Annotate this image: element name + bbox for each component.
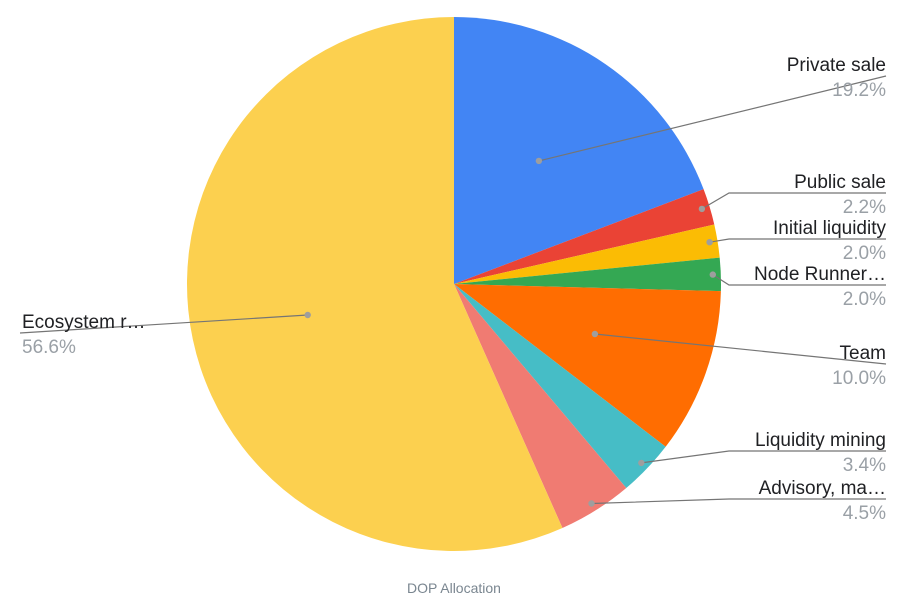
- slice-label-initial-liquidity: Initial liquidity: [773, 218, 886, 239]
- leader-line-node-runner: [712, 274, 886, 286]
- leader-dot-ecosystem-r: [304, 311, 311, 319]
- slice-label-private-sale: Private sale: [787, 55, 886, 76]
- leader-line-advisory-ma: [591, 498, 886, 505]
- leader-line-liquidity-mining: [641, 450, 886, 464]
- slice-team: [454, 284, 721, 447]
- slice-value-initial-liquidity: 2.0%: [843, 243, 886, 264]
- slice-ecosystem-r: [186, 17, 563, 552]
- slice-labels: Private sale 19.2% Public sale 2.2%Initial …: [19, 55, 887, 524]
- slice-advisory-ma: [454, 284, 627, 528]
- slice-label-node-runner: Node Runner…: [754, 264, 886, 285]
- leader-line-ecosystem-r: [19, 314, 308, 334]
- leader-line-team: [594, 333, 887, 365]
- pie-slices: [186, 17, 721, 552]
- chart-caption: DOP Allocation: [407, 580, 501, 596]
- slice-public-sale: [454, 189, 715, 284]
- slice-value-private-sale: 19.2%: [832, 80, 886, 101]
- leader-dot-initial-liquidity: [706, 239, 713, 246]
- slice-value-team: 10.0%: [832, 368, 886, 389]
- slice-label-ecosystem-r: Ecosystem r…: [22, 312, 146, 333]
- leader-dot-public-sale: [698, 205, 706, 213]
- slice-private-sale: [454, 17, 704, 284]
- leader-dot-liquidity-mining: [638, 459, 645, 467]
- slice-label-public-sale: Public sale: [794, 172, 886, 193]
- slice-value-node-runner: 2.0%: [843, 289, 886, 310]
- leader-dot-team: [591, 330, 599, 338]
- slice-node-runner: [454, 257, 721, 292]
- leader-line-public-sale: [701, 192, 886, 210]
- slice-value-ecosystem-r: 56.6%: [22, 337, 76, 358]
- leader-dot-node-runner: [709, 271, 716, 278]
- leader-line-initial-liquidity: [709, 238, 886, 243]
- leader-dot-private-sale: [535, 157, 543, 165]
- slice-value-advisory-ma: 4.5%: [843, 503, 886, 524]
- leader-line-private-sale: [538, 75, 887, 162]
- leader-dot-advisory-ma: [588, 500, 595, 507]
- slice-value-public-sale: 2.2%: [843, 197, 886, 218]
- slice-label-advisory-ma: Advisory, ma…: [759, 478, 886, 499]
- slice-label-team: Team: [840, 343, 886, 364]
- slice-initial-liquidity: [454, 224, 720, 284]
- slice-value-liquidity-mining: 3.4%: [843, 455, 886, 476]
- slice-liquidity-mining: [454, 284, 666, 488]
- slice-label-liquidity-mining: Liquidity mining: [755, 430, 886, 451]
